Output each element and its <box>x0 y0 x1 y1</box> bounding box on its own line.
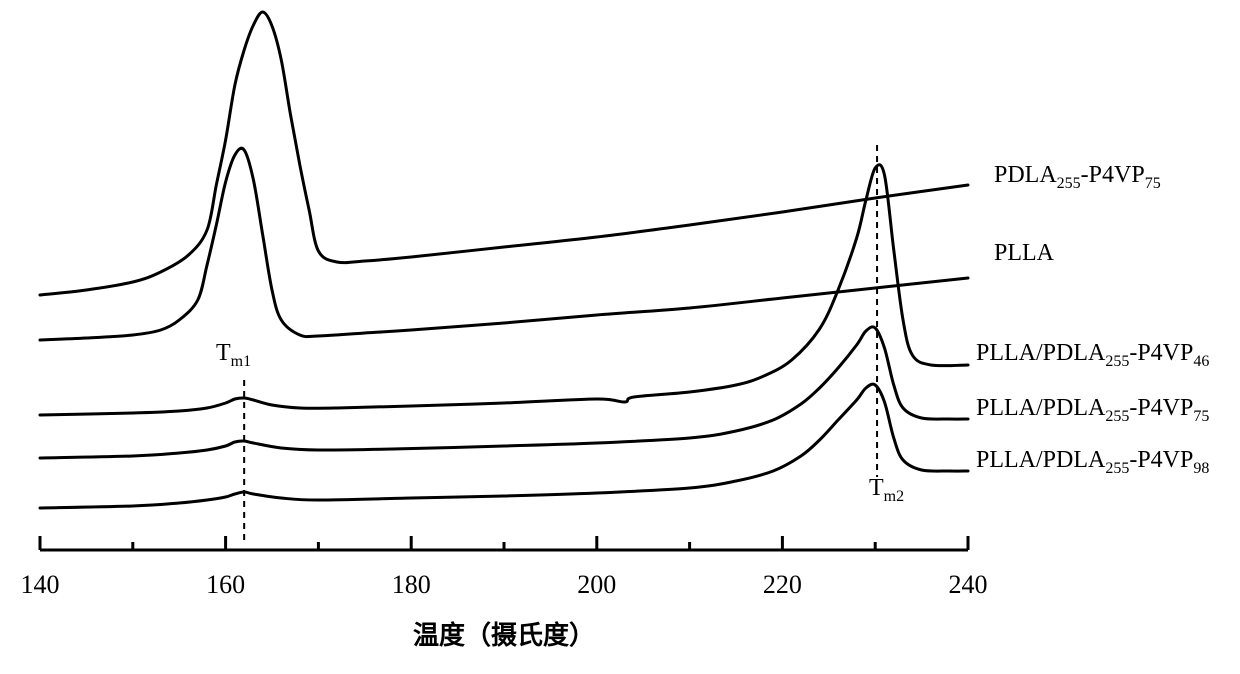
curve-PLLA/PDLA255-P4VP75 <box>40 327 968 458</box>
curve-PDLA255-P4VP75 <box>40 12 968 295</box>
chart-svg <box>0 0 1240 674</box>
curve-label-PLLA: PLLA <box>994 240 1054 267</box>
x-tick-label: 160 <box>206 570 245 600</box>
x-axis-title: 温度（摄氏度） <box>413 615 595 652</box>
curve-label-PDLA255-P4VP75: PDLA255-P4VP75 <box>994 162 1161 193</box>
x-tick-label: 240 <box>949 570 988 600</box>
x-tick-label: 200 <box>577 570 616 600</box>
curve-label-PLLA/PDLA255-P4VP46: PLLA/PDLA255-P4VP46 <box>976 340 1209 371</box>
curve-label-PLLA/PDLA255-P4VP75: PLLA/PDLA255-P4VP75 <box>976 395 1209 426</box>
x-tick-label: 220 <box>763 570 802 600</box>
dsc-chart: 140 160 180 200 220 240 温度（摄氏度） PDLA255-P4VP75 P… <box>0 0 1240 674</box>
curve-label-PLLA/PDLA255-P4VP98: PLLA/PDLA255-P4VP98 <box>976 447 1209 478</box>
annotation-Tm1: Tm1 <box>216 340 251 371</box>
x-tick-label: 180 <box>392 570 431 600</box>
annotation-Tm2: Tm2 <box>869 475 904 506</box>
x-tick-label: 140 <box>21 570 60 600</box>
